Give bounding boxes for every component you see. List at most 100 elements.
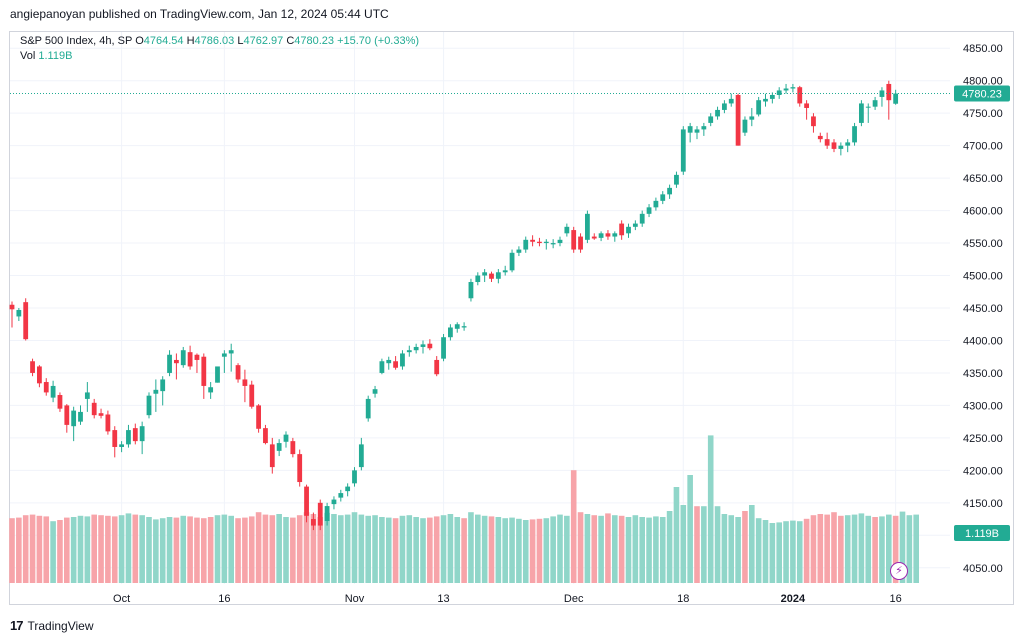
candle-body (701, 126, 707, 130)
candle-body (653, 200, 659, 208)
volume-bar (447, 514, 454, 583)
volume-bar (495, 517, 502, 583)
candle-body (632, 223, 638, 227)
volume-bar (728, 515, 735, 583)
volume-bar (338, 515, 344, 583)
candle-body (475, 275, 481, 283)
volume-bar (749, 505, 755, 583)
volume-bar (406, 515, 413, 583)
volume-bar (50, 521, 56, 583)
candle-body (119, 444, 124, 447)
candle-body (167, 354, 172, 373)
candle-body (578, 236, 583, 250)
candle-body (386, 359, 392, 364)
lightning-icon[interactable]: ⚡ (890, 562, 908, 580)
volume-bar (194, 517, 200, 583)
volume-bar (570, 470, 577, 583)
candle-body (126, 430, 131, 445)
volume-bar (824, 514, 830, 583)
volume-bar (529, 519, 536, 583)
volume-bar (742, 511, 748, 583)
symbol-name[interactable]: S&P 500 Index, 4h, SP (20, 35, 133, 47)
candle-body (543, 241, 549, 244)
volume-bar (680, 505, 687, 583)
y-tick-label: 4450.00 (963, 303, 1003, 315)
volume-bar (22, 515, 29, 583)
volume-bar (475, 514, 481, 583)
volume-bar (605, 513, 611, 583)
volume-bar (755, 518, 762, 583)
volume-bar (173, 517, 180, 583)
candle-body (153, 389, 159, 394)
candle-body (667, 187, 672, 195)
candle-body (756, 100, 762, 115)
volume-bar (639, 517, 645, 583)
volume-bar (646, 517, 652, 583)
candle-body (71, 410, 77, 427)
candle-body (448, 327, 453, 338)
brand-name: TradingView (27, 618, 94, 633)
y-tick-label: 4650.00 (963, 173, 1003, 185)
volume-bar (659, 517, 666, 583)
volume-bar (454, 517, 461, 583)
volume-bar (385, 517, 392, 583)
volume-bar (790, 520, 796, 583)
volume-bar (166, 517, 173, 583)
candle-body (331, 499, 337, 505)
volume-bar (132, 514, 139, 583)
volume-bar (666, 511, 673, 583)
y-tick-label: 4400.00 (963, 335, 1003, 347)
candle-body (845, 142, 851, 146)
x-tick-label: 16 (890, 593, 902, 605)
candle-body (249, 384, 255, 407)
candle-body (742, 119, 748, 133)
volume-bar (618, 515, 625, 583)
high-label: H (186, 35, 195, 47)
volume-bar (351, 512, 358, 583)
footer-brand[interactable]: 17 TradingView (10, 618, 94, 633)
y-tick-label: 4200.00 (963, 465, 1003, 477)
candle-body (557, 239, 563, 244)
candle-body (722, 103, 727, 110)
candle-body (482, 272, 488, 276)
y-tick-label: 4600.00 (963, 206, 1003, 218)
volume-bar (577, 512, 584, 583)
volume-bar (858, 513, 865, 583)
volume-bar (872, 517, 878, 583)
volume-bar (598, 515, 604, 583)
candle-body (502, 270, 508, 273)
candle-body (311, 519, 316, 526)
volume-badge-label: 1.119B (965, 528, 999, 540)
volume-bar (365, 515, 371, 583)
candle-body (585, 213, 590, 240)
candle-body (872, 100, 878, 107)
volume-bar (776, 522, 782, 583)
candle-body (91, 402, 97, 416)
candle-body (105, 414, 111, 432)
candle-body (304, 486, 309, 516)
x-tick-label: 16 (218, 593, 230, 605)
volume-bar (844, 515, 851, 583)
volume-bar (372, 515, 378, 583)
volume-bar (207, 517, 214, 583)
volume-bar (516, 518, 522, 583)
volume-bar (810, 515, 817, 583)
y-tick-label: 4700.00 (963, 141, 1003, 153)
candle-body (9, 304, 15, 310)
candle-body (379, 361, 385, 373)
candle-body (687, 126, 693, 133)
volume-bar (906, 515, 913, 583)
candle-body (194, 354, 200, 360)
candle-body (358, 444, 364, 468)
volume-bar (851, 514, 858, 583)
x-tick-label: Dec (564, 593, 584, 605)
volume-bar (344, 514, 351, 583)
volume-bar (29, 514, 36, 583)
volume-bar (180, 515, 187, 583)
volume-bar (57, 520, 63, 583)
volume-bar (317, 517, 324, 583)
x-tick-label: 13 (437, 593, 449, 605)
volume-bar (879, 516, 885, 583)
volume-bar (502, 518, 508, 583)
